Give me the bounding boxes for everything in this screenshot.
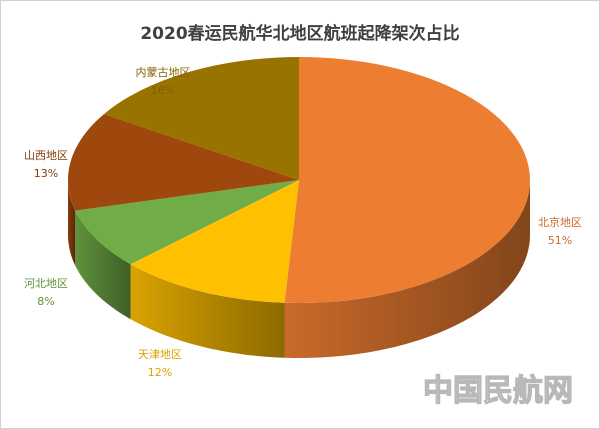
- pie-side: [75, 210, 131, 320]
- slice-label: 河北地区: [24, 277, 68, 290]
- slice-value-label: 51%: [548, 234, 572, 247]
- chart-title: 2020春运民航华北地区航班起降架次占比: [140, 23, 459, 44]
- watermark: 中国民航网: [423, 374, 573, 409]
- pie-side: [68, 180, 76, 266]
- slice-label: 天津地区: [138, 348, 182, 361]
- slice-label: 北京地区: [538, 215, 582, 229]
- pie-slice: [130, 180, 299, 303]
- slice-label: 内蒙古地区: [136, 65, 191, 79]
- slice-value-label: 13%: [34, 167, 58, 180]
- pie-slice: [68, 114, 300, 211]
- slice-value-label: 8%: [37, 295, 54, 308]
- pie-slice: [284, 57, 531, 304]
- pie-slice: [103, 57, 299, 180]
- slice-value-label: 16%: [151, 84, 175, 97]
- slice-label: 山西地区: [24, 149, 68, 162]
- pie-side: [130, 264, 285, 358]
- slice-value-label: 12%: [148, 366, 172, 379]
- pie-side: [284, 180, 530, 358]
- pie-slice: [75, 180, 299, 265]
- pie: [68, 57, 531, 358]
